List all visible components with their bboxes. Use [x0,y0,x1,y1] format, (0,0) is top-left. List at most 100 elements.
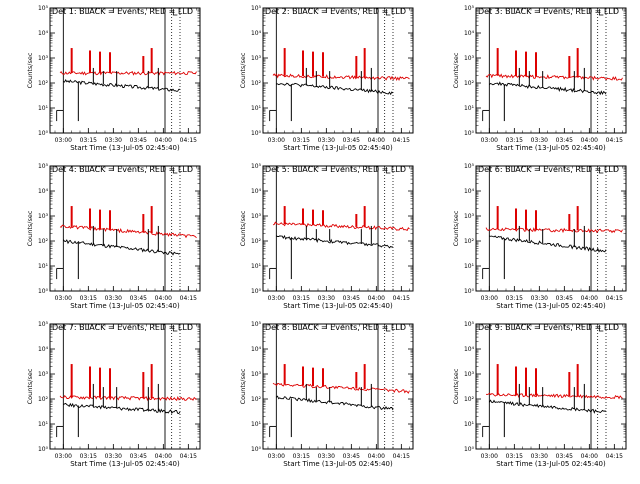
plot-frame [49,323,201,450]
y-tick-label: 10¹ [38,105,49,112]
y-axis-label: Counts/sec [452,52,460,88]
y-tick-label: 10³ [251,371,262,378]
plot-frame [49,165,201,292]
x-tick-label: 03:30 [105,453,122,460]
y-tick-label: 10¹ [251,105,262,112]
panel-title: Det 4: BLACK = Events, RED = LLD [52,165,193,174]
y-tick-label: 10⁵ [464,163,475,170]
x-axis-label: Start Time (13-Jul-05 02:45:40) [70,460,180,468]
x-tick-label: 04:15 [606,453,623,460]
y-tick-label: 10⁰ [38,446,49,453]
y-tick-label: 10² [251,80,262,87]
x-tick-label: 03:00 [481,137,498,144]
y-tick-label: 10³ [251,213,262,220]
x-tick-label: 03:00 [268,453,285,460]
marker-bracket [598,325,604,332]
y-tick-label: 10² [464,80,475,87]
x-axis-label: Start Time (13-Jul-05 02:45:40) [283,144,393,152]
marker-bracket [598,9,604,16]
y-tick-label: 10⁵ [38,163,49,170]
marker-bracket [172,167,178,174]
x-tick-label: 04:15 [180,453,197,460]
plot-frame [475,7,627,134]
series-events-line [63,402,181,414]
y-tick-label: 10² [464,238,475,245]
x-tick-label: 03:45 [556,137,573,144]
y-tick-label: 10¹ [464,105,475,112]
plot-frame [49,7,201,134]
y-tick-label: 10⁴ [251,346,262,353]
panel-det-9: Det 9: BLACK = Events, RED = LLD 10⁰ 10¹ 10… [452,321,627,468]
y-tick-label: 10⁴ [464,188,475,195]
y-tick-label: 10⁰ [38,130,49,137]
plot-frame [262,7,414,134]
y-tick-label: 10⁵ [464,5,475,12]
y-tick-label: 10⁴ [38,346,49,353]
x-tick-label: 03:00 [55,295,72,302]
x-tick-label: 04:00 [368,137,385,144]
y-axis-label: Counts/sec [452,368,460,404]
y-tick-label: 10¹ [464,421,475,428]
y-tick-label: 10⁴ [251,30,262,37]
series-lld-line [272,73,410,81]
y-axis-label: Counts/sec [26,52,34,88]
y-tick-label: 10⁰ [251,130,262,137]
x-tick-label: 03:15 [293,295,310,302]
marker-bracket [385,167,391,174]
x-tick-label: 03:00 [481,295,498,302]
y-tick-label: 10⁰ [464,288,475,295]
x-tick-label: 03:45 [343,295,360,302]
marker-bracket [385,325,391,332]
y-tick-label: 10³ [38,371,49,378]
series-lld-line [272,221,410,232]
x-tick-label: 04:00 [581,295,598,302]
x-tick-label: 04:00 [581,137,598,144]
x-tick-label: 03:45 [556,295,573,302]
y-tick-label: 10⁵ [38,5,49,12]
y-tick-label: 10³ [464,55,475,62]
x-tick-label: 03:15 [506,295,523,302]
series-events-line [275,395,394,411]
y-tick-label: 10⁴ [464,30,475,37]
plot-frame [262,165,414,292]
x-tick-label: 03:30 [531,137,548,144]
y-tick-label: 10² [38,238,49,245]
plot-frame [262,323,414,450]
x-tick-label: 04:15 [180,137,197,144]
x-tick-label: 03:30 [318,137,335,144]
series-lld-line [59,224,197,239]
y-tick-label: 10⁴ [38,188,49,195]
y-tick-label: 10¹ [251,263,262,270]
y-tick-label: 10⁰ [38,288,49,295]
x-axis-label: Start Time (13-Jul-05 02:45:40) [283,460,393,468]
y-tick-label: 10¹ [464,263,475,270]
series-events-line [62,239,181,256]
panel-det-8: Det 8: BLACK = Events, RED = LLD 10⁰ 10¹ 10… [239,321,414,468]
x-tick-label: 04:00 [155,295,172,302]
series-events-line [488,399,607,414]
series-lld-line [272,382,410,394]
series-lld-line [59,70,197,76]
x-axis-label: Start Time (13-Jul-05 02:45:40) [70,144,180,152]
y-tick-label: 10² [38,396,49,403]
y-tick-label: 10⁵ [251,5,262,12]
x-tick-label: 04:00 [155,453,172,460]
y-tick-label: 10⁰ [464,446,475,453]
panel-title: Det 7: BLACK = Events, RED = LLD [52,323,193,332]
y-tick-label: 10³ [38,213,49,220]
x-tick-label: 03:30 [105,295,122,302]
y-tick-label: 10² [464,396,475,403]
y-tick-label: 10⁴ [38,30,49,37]
x-tick-label: 03:30 [318,453,335,460]
x-tick-label: 03:00 [55,137,72,144]
x-tick-label: 03:15 [80,137,97,144]
panel-det-1: Det 1: BLACK = Events, RED = LLD 10⁰ 10¹ 10… [26,5,201,152]
x-tick-label: 03:45 [130,453,147,460]
x-axis-label: Start Time (13-Jul-05 02:45:40) [496,460,606,468]
panel-title: Det 9: BLACK = Events, RED = LLD [478,323,619,332]
x-tick-label: 03:45 [343,453,360,460]
panel-title: Det 6: BLACK = Events, RED = LLD [478,165,619,174]
series-events-line [276,234,394,249]
y-tick-label: 10¹ [251,421,262,428]
